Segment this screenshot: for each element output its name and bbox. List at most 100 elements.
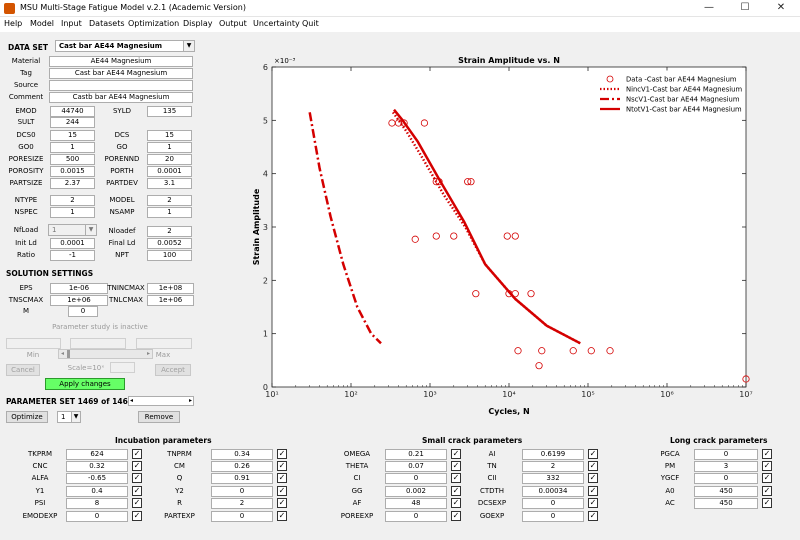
incubation-tnprm-checkbox[interactable]: ✓ <box>277 449 287 459</box>
comment-field[interactable]: Castb bar AE44 Magnesium <box>49 92 193 103</box>
ratio-field[interactable]: -1 <box>50 250 95 261</box>
remove-button[interactable]: Remove <box>138 411 180 423</box>
source-field[interactable] <box>49 80 193 91</box>
porennd-field[interactable]: 20 <box>147 154 192 165</box>
tnlcmax-field[interactable]: 1e+06 <box>147 295 194 306</box>
incubation-y1-field[interactable]: 0.4 <box>66 486 128 497</box>
m-field[interactable]: 0 <box>68 306 98 317</box>
incubation-cnc-checkbox[interactable]: ✓ <box>132 461 142 471</box>
cancel-button[interactable]: Cancel <box>6 364 40 376</box>
dcs0-field[interactable]: 15 <box>50 130 95 141</box>
smallcrack-omega-checkbox[interactable]: ✓ <box>451 449 461 459</box>
tnscmax-field[interactable]: 1e+06 <box>50 295 108 306</box>
smallcrack-gg-checkbox[interactable]: ✓ <box>451 486 461 496</box>
incubation-y2-checkbox[interactable]: ✓ <box>277 486 287 496</box>
smallcrack-tn-field[interactable]: 2 <box>522 461 584 472</box>
longcrack-pm-checkbox[interactable]: ✓ <box>762 461 772 471</box>
incubation-emodexp-field[interactable]: 0 <box>66 511 128 522</box>
sult-field[interactable]: 244 <box>50 117 95 128</box>
nsamp-field[interactable]: 1 <box>147 207 192 218</box>
incubation-partexp-field[interactable]: 0 <box>211 511 273 522</box>
model-field[interactable]: 2 <box>147 195 192 206</box>
study-field-1[interactable] <box>6 338 61 349</box>
incubation-y1-checkbox[interactable]: ✓ <box>132 486 142 496</box>
smallcrack-ci-checkbox[interactable]: ✓ <box>451 473 461 483</box>
study-field-3[interactable] <box>136 338 192 349</box>
longcrack-a0-field[interactable]: 450 <box>694 486 758 497</box>
optimize-button[interactable]: Optimize <box>6 411 48 423</box>
incubation-partexp-checkbox[interactable]: ✓ <box>277 511 287 521</box>
material-field[interactable]: AE44 Magnesium <box>49 56 193 67</box>
smallcrack-omega-field[interactable]: 0.21 <box>385 449 447 460</box>
go-field[interactable]: 1 <box>147 142 192 153</box>
smallcrack-ai-field[interactable]: 0.6199 <box>522 449 584 460</box>
menu-uncertainty[interactable]: Uncertainty <box>253 19 300 28</box>
smallcrack-gg-field[interactable]: 0.002 <box>385 486 447 497</box>
longcrack-a0-checkbox[interactable]: ✓ <box>762 486 772 496</box>
nfload-select[interactable]: 1 ▼ <box>48 224 97 236</box>
tag-field[interactable]: Cast bar AE44 Magnesium <box>49 68 193 79</box>
emod-field[interactable]: 44740 <box>50 106 95 117</box>
incubation-cm-checkbox[interactable]: ✓ <box>277 461 287 471</box>
incubation-alfa-checkbox[interactable]: ✓ <box>132 473 142 483</box>
maximize-button[interactable]: ☐ <box>740 2 750 13</box>
smallcrack-ci-field[interactable]: 0 <box>385 473 447 484</box>
poresize-field[interactable]: 500 <box>50 154 95 165</box>
scale-field[interactable] <box>110 362 135 373</box>
smallcrack-tn-checkbox[interactable]: ✓ <box>588 461 598 471</box>
accept-button[interactable]: Accept <box>155 364 191 376</box>
smallcrack-poreexp-checkbox[interactable]: ✓ <box>451 511 461 521</box>
eps-field[interactable]: 1e-06 <box>50 283 108 294</box>
incubation-r-checkbox[interactable]: ✓ <box>277 498 287 508</box>
menu-quit[interactable]: Quit <box>302 19 319 28</box>
syld-field[interactable]: 135 <box>147 106 192 117</box>
incubation-alfa-field[interactable]: -0.65 <box>66 473 128 484</box>
longcrack-pgca-checkbox[interactable]: ✓ <box>762 449 772 459</box>
incubation-cnc-field[interactable]: 0.32 <box>66 461 128 472</box>
incubation-q-field[interactable]: 0.91 <box>211 473 273 484</box>
smallcrack-ai-checkbox[interactable]: ✓ <box>588 449 598 459</box>
menu-optimization[interactable]: Optimization <box>128 19 180 28</box>
apply-changes-button[interactable]: Apply changes <box>45 378 125 390</box>
close-button[interactable]: ✕ <box>776 2 786 13</box>
partsize-field[interactable]: 2.37 <box>50 178 95 189</box>
smallcrack-goexp-checkbox[interactable]: ✓ <box>588 511 598 521</box>
smallcrack-cii-checkbox[interactable]: ✓ <box>588 473 598 483</box>
longcrack-ygcf-field[interactable]: 0 <box>694 473 758 484</box>
menu-datasets[interactable]: Datasets <box>89 19 125 28</box>
smallcrack-poreexp-field[interactable]: 0 <box>385 511 447 522</box>
smallcrack-theta-checkbox[interactable]: ✓ <box>451 461 461 471</box>
finalld-field[interactable]: 0.0052 <box>147 238 192 249</box>
smallcrack-cii-field[interactable]: 332 <box>522 473 584 484</box>
paramset-slider[interactable]: ◂ ▸ <box>128 396 194 406</box>
menu-help[interactable]: Help <box>4 19 23 28</box>
longcrack-ac-checkbox[interactable]: ✓ <box>762 498 772 508</box>
dataset-select[interactable]: Cast bar AE44 Magnesium ▼ <box>55 40 195 52</box>
incubation-r-field[interactable]: 2 <box>211 498 273 509</box>
incubation-psi-checkbox[interactable]: ✓ <box>132 498 142 508</box>
smallcrack-goexp-field[interactable]: 0 <box>522 511 584 522</box>
ntype-field[interactable]: 2 <box>50 195 95 206</box>
initld-field[interactable]: 0.0001 <box>50 238 95 249</box>
smallcrack-af-field[interactable]: 48 <box>385 498 447 509</box>
longcrack-ygcf-checkbox[interactable]: ✓ <box>762 473 772 483</box>
dcs-field[interactable]: 15 <box>147 130 192 141</box>
smallcrack-af-checkbox[interactable]: ✓ <box>451 498 461 508</box>
menu-display[interactable]: Display <box>183 19 213 28</box>
incubation-tkprm-field[interactable]: 624 <box>66 449 128 460</box>
incubation-y2-field[interactable]: 0 <box>211 486 273 497</box>
incubation-psi-field[interactable]: 8 <box>66 498 128 509</box>
go0-field[interactable]: 1 <box>50 142 95 153</box>
partdev-field[interactable]: 3.1 <box>147 178 192 189</box>
incubation-tkprm-checkbox[interactable]: ✓ <box>132 449 142 459</box>
longcrack-ac-field[interactable]: 450 <box>694 498 758 509</box>
menu-input[interactable]: Input <box>61 19 82 28</box>
menu-output[interactable]: Output <box>219 19 247 28</box>
tnincmax-field[interactable]: 1e+08 <box>147 283 194 294</box>
slider-thumb[interactable] <box>67 350 70 358</box>
porth-field[interactable]: 0.0001 <box>147 166 192 177</box>
incubation-cm-field[interactable]: 0.26 <box>211 461 273 472</box>
npt-field[interactable]: 100 <box>147 250 192 261</box>
nloadef-field[interactable]: 2 <box>147 226 192 237</box>
smallcrack-ctdth-field[interactable]: 0.00034 <box>522 486 584 497</box>
